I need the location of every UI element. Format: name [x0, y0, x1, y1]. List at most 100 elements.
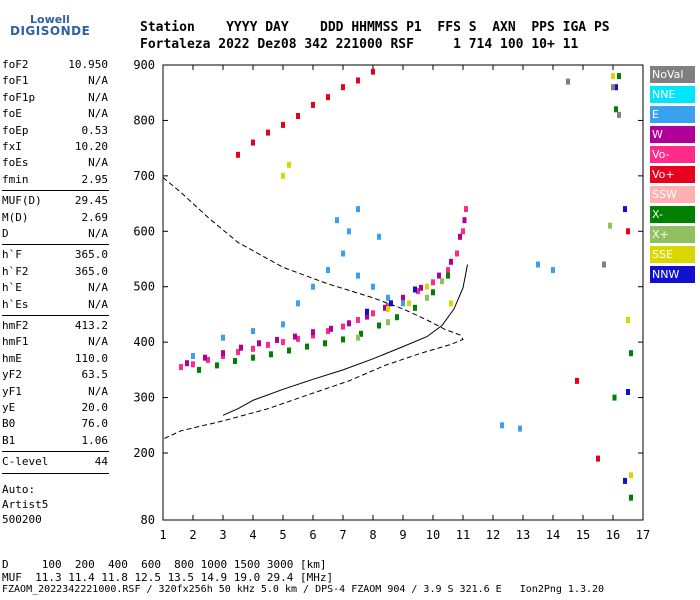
echo-point: [629, 494, 633, 501]
param-value: N/A: [88, 227, 108, 240]
param-value: 29.45: [74, 194, 108, 208]
echo-point: [281, 172, 285, 179]
echo-point: [326, 94, 330, 101]
legend-item-nne: NNE: [650, 86, 695, 103]
echo-point: [233, 358, 237, 364]
echo-point: [461, 228, 465, 235]
echo-point: [629, 350, 633, 357]
param-value: 2.69: [81, 210, 109, 224]
param-value: 0.53: [81, 123, 109, 137]
echo-point: [215, 362, 219, 369]
echo-point: [305, 343, 309, 350]
x-tick-label: 11: [456, 528, 470, 542]
param-row-h-f: h`F 365.0: [2, 248, 108, 262]
echo-point: [626, 228, 630, 235]
echo-point: [458, 233, 462, 240]
x-tick-label: 14: [546, 528, 560, 542]
echo-point: [377, 233, 381, 240]
param-name: yE: [2, 401, 16, 414]
echo-point: [500, 422, 504, 429]
legend-item-ssw: SSW: [650, 186, 695, 203]
param-row-hmf2: hmF2 413.2: [2, 319, 108, 333]
legend-item-sse: SSE: [650, 246, 695, 263]
echo-point: [464, 206, 468, 213]
echo-point: [419, 284, 423, 291]
echo-point: [296, 113, 300, 119]
x-tick-label: 7: [339, 528, 346, 542]
echo-point: [401, 300, 405, 307]
legend-item-w: W: [650, 126, 695, 143]
echo-point: [371, 310, 375, 317]
echo-point: [287, 347, 291, 354]
echo-point: [626, 317, 630, 323]
echo-point: [356, 206, 360, 213]
muf-distance-line: D 100 200 400 600 800 1000 1500 3000 [km…: [2, 558, 327, 571]
echo-point: [266, 129, 270, 136]
param-row-d: D N/A: [2, 227, 108, 241]
param-value: N/A: [88, 156, 108, 170]
echo-point: [440, 278, 444, 285]
echo-point: [221, 350, 225, 357]
echo-point: [431, 279, 435, 286]
legend-item-x-: X-: [650, 206, 695, 223]
echo-point: [536, 261, 540, 268]
param-name: yF2: [2, 368, 22, 382]
echo-point: [608, 222, 612, 229]
param-row-fxi: fxI 10.20: [2, 140, 108, 154]
param-value: 2.95: [81, 172, 109, 186]
legend-item-x-: X+: [650, 226, 695, 243]
echo-point: [281, 339, 285, 346]
param-value: N/A: [88, 384, 108, 398]
echo-point: [371, 283, 375, 290]
param-value: N/A: [88, 74, 108, 88]
param-name: h`F2: [2, 264, 29, 278]
header-line-1: Station YYYY DAY DDD HHMMSS P1 FFS S AXN…: [140, 20, 610, 35]
echo-point: [347, 320, 351, 327]
param-name: hmF1: [2, 335, 29, 349]
param-name: fxI: [2, 140, 22, 153]
param-row-foep: foEp 0.53: [2, 124, 108, 138]
echo-point: [425, 283, 429, 290]
legend-item-noval: NoVal: [650, 66, 695, 83]
echo-point: [611, 73, 615, 80]
echo-point: [401, 294, 405, 301]
echo-point: [449, 300, 453, 307]
param-row-muf-d-: MUF(D) 29.45: [2, 194, 108, 208]
echo-point: [281, 121, 285, 128]
echo-point: [356, 317, 360, 323]
muf-values-line: MUF 11.3 11.4 11.8 12.5 13.5 14.9 19.0 2…: [2, 571, 334, 584]
echo-point: [425, 294, 429, 301]
param-name: MUF(D): [2, 194, 42, 208]
echo-point: [612, 394, 617, 401]
echo-point: [623, 206, 627, 213]
echo-point: [335, 217, 339, 224]
legend-item-nnw: NNW: [650, 266, 695, 283]
x-tick-label: 17: [636, 528, 650, 542]
y-tick-label: 200: [133, 446, 155, 460]
echo-point: [251, 328, 255, 335]
echo-point: [614, 84, 618, 91]
echo-point: [206, 356, 210, 363]
param-name: fmin: [2, 172, 29, 186]
echo-point: [446, 267, 450, 274]
echo-point: [179, 364, 183, 371]
echo-point: [602, 261, 606, 268]
param-row-fof2: foF2 10.950: [2, 58, 108, 72]
file-info-line: FZAOM_2022342221000.RSF / 320fx256h 50 k…: [2, 584, 605, 595]
echo-point: [269, 351, 273, 358]
echo-point: [623, 477, 627, 484]
param-name: B0: [2, 417, 16, 431]
echo-point: [359, 330, 363, 337]
param-row-h-e: h`E N/A: [2, 281, 108, 295]
echo-point: [341, 336, 345, 343]
param-value: 63.5: [81, 368, 109, 382]
echo-point: [389, 300, 393, 307]
echo-point: [197, 366, 201, 373]
autoscaling-note: Auto:: [2, 482, 36, 496]
echo-point: [326, 328, 330, 335]
echo-point: [341, 250, 345, 257]
echo-point: [203, 354, 207, 361]
x-tick-label: 5: [279, 528, 286, 542]
param-row-foes: foEs N/A: [2, 156, 108, 170]
